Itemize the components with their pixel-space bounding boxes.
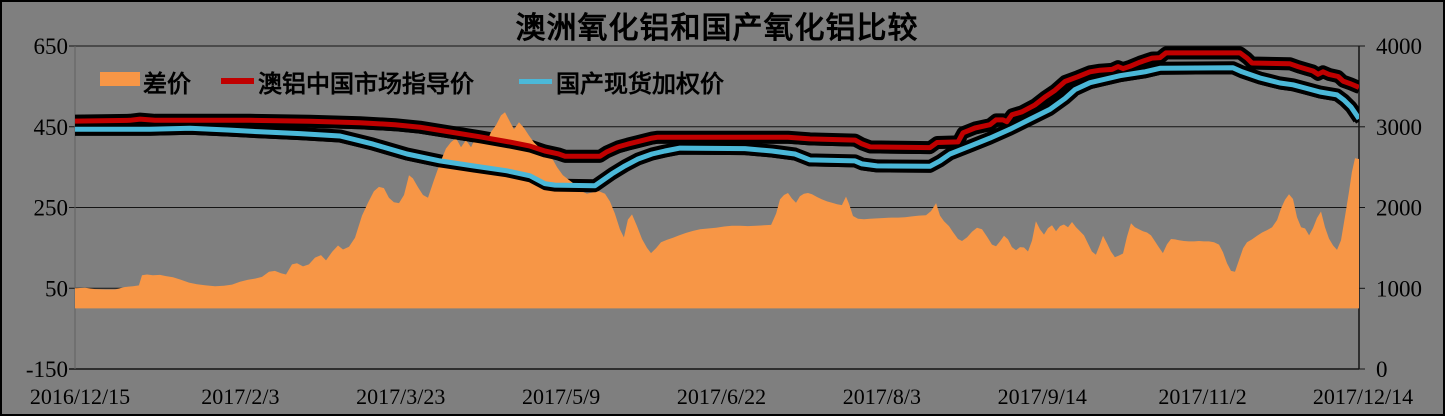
left-axis-label: -150 — [26, 357, 68, 382]
legend-swatch-aus-guide-price-line — [221, 78, 254, 84]
right-axis-label: 3000 — [1376, 115, 1422, 140]
x-axis-label: 2017/11/2 — [1158, 384, 1246, 409]
chart-title: 澳洲氧化铝和国产氧化铝比较 — [515, 11, 919, 46]
x-axis-label: 2017/12/14 — [1313, 384, 1413, 409]
left-axis-label: 250 — [34, 196, 69, 221]
x-axis-label: 2017/9/14 — [998, 384, 1087, 409]
x-axis-label: 2017/2/3 — [201, 384, 279, 409]
x-axis-label: 2016/12/15 — [30, 384, 130, 409]
legend-label-domestic-spot: 国产现货加权价 — [556, 70, 724, 98]
legend-label-spread: 差价 — [143, 70, 191, 98]
right-axis-label: 4000 — [1376, 34, 1422, 59]
right-axis-label: 1000 — [1376, 276, 1422, 301]
legend-label-aus-guide-price: 澳铝中国市场指导价 — [258, 70, 474, 98]
x-axis-label: 2017/6/22 — [677, 384, 766, 409]
spread-area — [75, 112, 1359, 309]
domestic-price-line — [75, 65, 1359, 189]
left-axis-label: 650 — [34, 34, 69, 59]
legend-swatch-domestic-spot-line — [519, 79, 552, 84]
series-group — [75, 46, 1359, 309]
right-axis-label: 0 — [1376, 357, 1388, 382]
domestic-price-line-shadow — [75, 67, 1359, 193]
legend-swatch-spread-area — [100, 72, 140, 86]
left-axis-label: 450 — [34, 115, 69, 140]
x-axis-label: 2017/8/3 — [843, 384, 921, 409]
x-axis-label: 2017/3/23 — [356, 384, 445, 409]
aus-price-line — [75, 50, 1359, 159]
left-axis-label: 50 — [45, 276, 68, 301]
x-axis-label: 2017/5/9 — [522, 384, 600, 409]
right-axis-label: 2000 — [1376, 196, 1422, 221]
